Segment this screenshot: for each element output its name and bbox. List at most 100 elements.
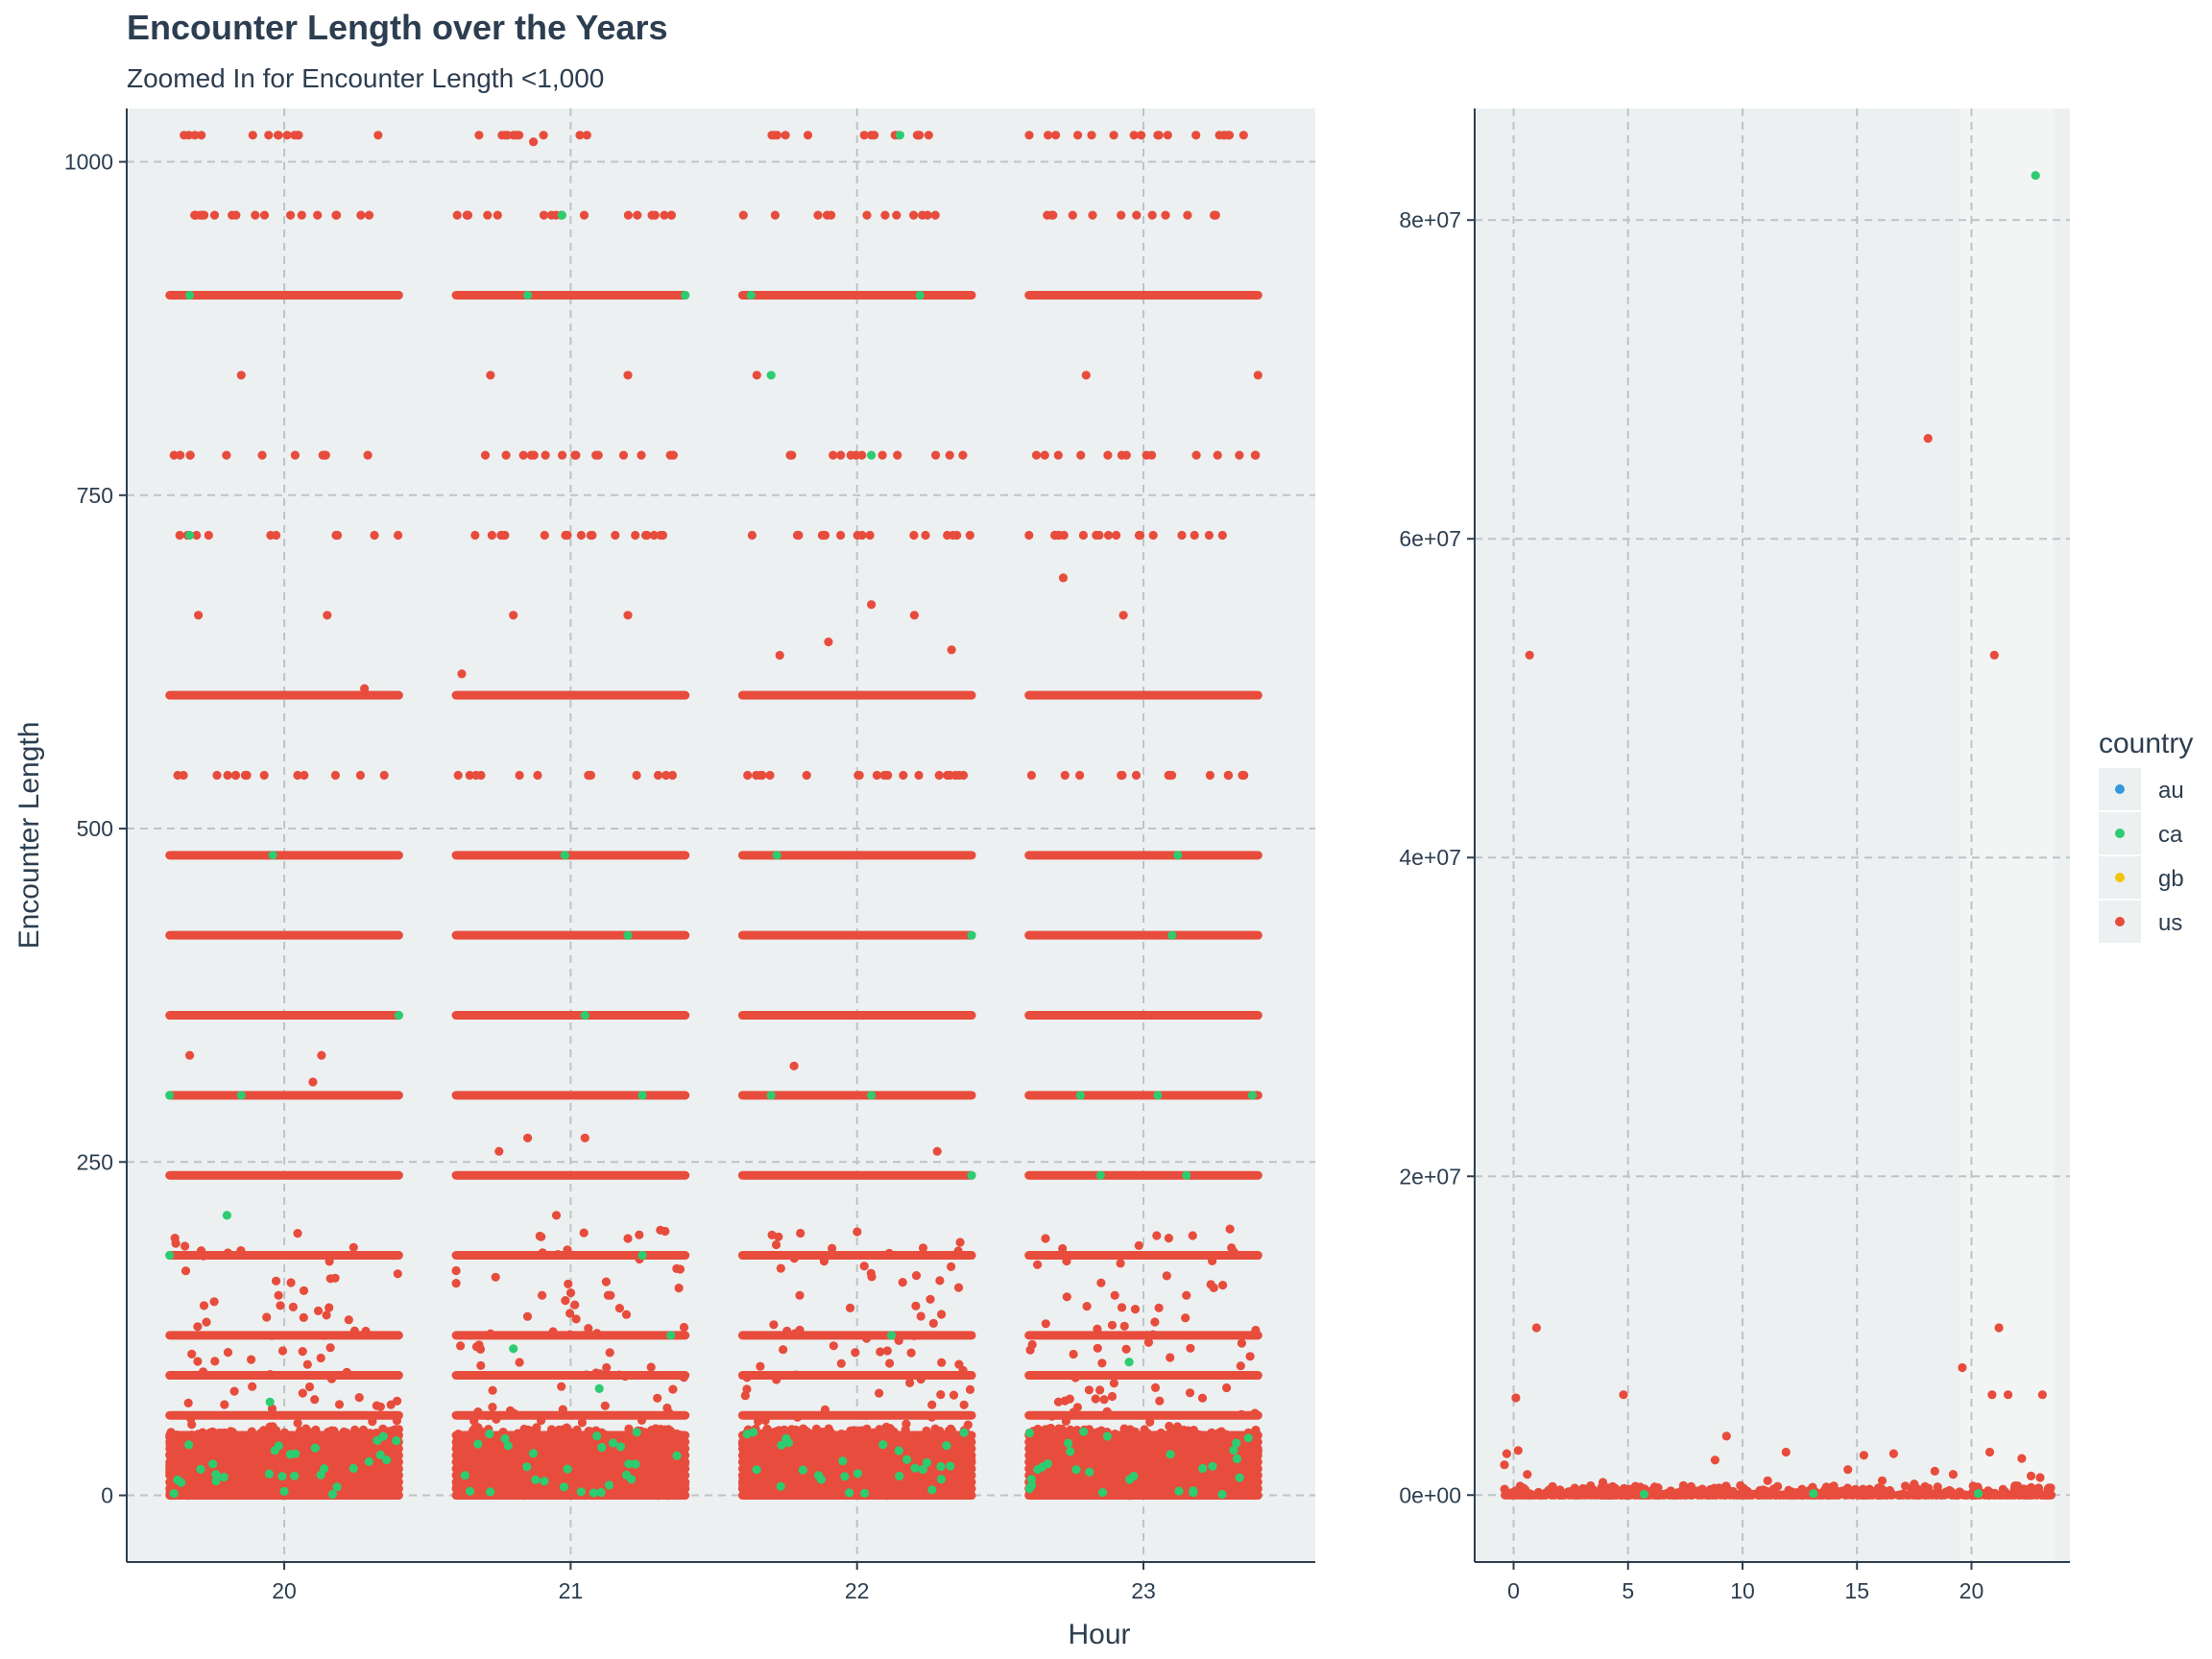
data-point [967, 930, 976, 940]
data-point [185, 530, 195, 541]
data-point [1165, 1421, 1174, 1431]
data-point [220, 1400, 229, 1409]
data-point [373, 131, 383, 140]
data-point [819, 530, 830, 541]
data-point [199, 1251, 208, 1261]
data-point [165, 1091, 175, 1100]
data-point [853, 1227, 862, 1237]
data-point [623, 611, 633, 620]
data-point [1191, 131, 1201, 140]
left-x-tick-label: 22 [845, 1578, 870, 1603]
data-point [236, 1246, 246, 1256]
data-point [791, 1370, 801, 1380]
data-point [1044, 131, 1053, 140]
data-point [664, 1408, 674, 1418]
data-point [299, 1312, 308, 1322]
data-point [565, 1288, 576, 1298]
data-point [1225, 1224, 1235, 1234]
data-point [248, 131, 257, 140]
data-point [909, 530, 919, 541]
data-point [1161, 210, 1170, 220]
data-point [595, 1369, 605, 1379]
data-point [898, 1278, 907, 1287]
data-point [658, 530, 668, 541]
data-point [953, 1283, 964, 1292]
data-point [1026, 1475, 1036, 1484]
data-point [515, 770, 524, 781]
data-point [1060, 770, 1070, 781]
data-point [1181, 1313, 1190, 1323]
data-point [576, 1487, 586, 1497]
data-point [824, 1424, 833, 1433]
data-point [959, 1428, 969, 1437]
data-point [769, 1320, 779, 1330]
data-point [661, 770, 671, 781]
data-point [1069, 1349, 1078, 1359]
data-point [766, 371, 776, 380]
data-point [967, 1170, 976, 1180]
data-point [1150, 1382, 1161, 1392]
data-point [558, 1405, 567, 1414]
data-point [597, 1443, 607, 1453]
data-point [892, 210, 902, 220]
data-point [382, 1455, 392, 1465]
data-point [1129, 131, 1139, 140]
data-point [563, 1464, 572, 1474]
data-point [272, 530, 281, 541]
data-point [355, 770, 365, 781]
data-point [561, 530, 570, 541]
data-point [820, 1405, 830, 1414]
data-point [560, 851, 570, 860]
data-point [1031, 450, 1042, 460]
data-point [229, 1386, 239, 1396]
data-point [462, 210, 471, 220]
data-point [1174, 1486, 1184, 1496]
data-point [584, 770, 593, 781]
data-point [265, 1397, 275, 1407]
data-point [528, 1449, 539, 1458]
data-point [320, 1464, 329, 1474]
data-point [1223, 770, 1234, 781]
data-point [290, 1471, 300, 1480]
data-point [899, 770, 908, 781]
data-point [1112, 530, 1121, 541]
data-point [300, 770, 309, 781]
data-point [1079, 1427, 1089, 1436]
data-point [268, 851, 277, 860]
data-point [493, 210, 502, 220]
data-point [756, 1361, 765, 1371]
data-point [453, 770, 463, 781]
data-point [565, 1330, 575, 1339]
data-point [308, 1077, 318, 1087]
data-point [582, 1370, 591, 1380]
data-point [1024, 131, 1034, 140]
data-point [1093, 1324, 1102, 1334]
data-point [222, 450, 231, 460]
data-point [955, 1238, 965, 1247]
data-point [1217, 1489, 1227, 1500]
data-point [1131, 770, 1142, 781]
data-point [539, 210, 549, 220]
data-point [332, 210, 342, 220]
data-point [857, 530, 867, 541]
data-point [793, 1412, 803, 1422]
data-point [772, 1375, 781, 1384]
data-point [533, 770, 542, 781]
data-point [268, 1422, 277, 1431]
data-point [1095, 1385, 1105, 1395]
data-point [586, 530, 595, 541]
data-point [272, 1276, 281, 1286]
data-point [1165, 770, 1174, 781]
data-point [1229, 1445, 1238, 1455]
data-point [501, 450, 511, 460]
data-point [183, 1398, 193, 1407]
data-point [579, 210, 589, 220]
data-point [580, 1133, 589, 1142]
data-point [393, 1269, 402, 1279]
data-point [749, 1428, 758, 1437]
data-point [522, 1462, 532, 1472]
data-point [270, 1446, 279, 1455]
data-point [180, 131, 189, 140]
